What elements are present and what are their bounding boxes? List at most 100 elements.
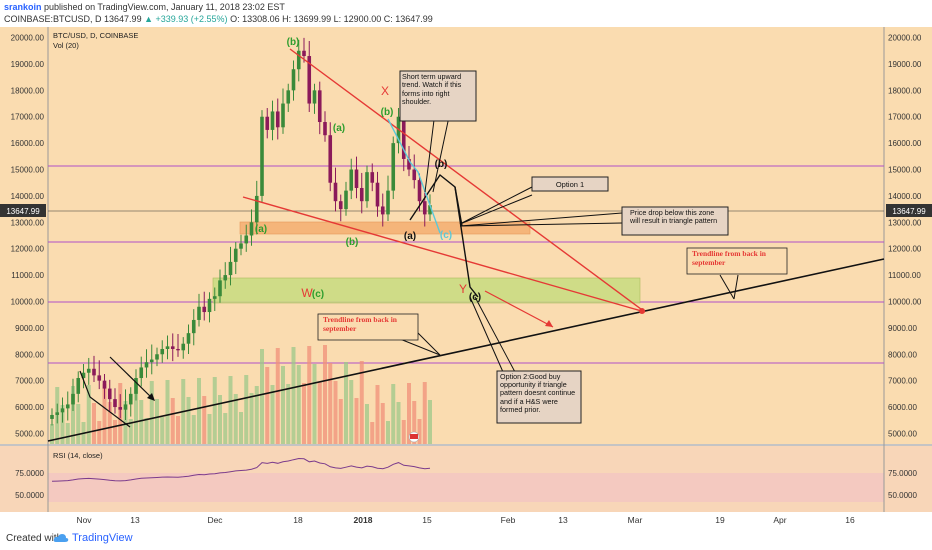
candle-body[interactable] [223,275,228,281]
candle-body[interactable] [239,243,243,249]
candle-body[interactable] [181,343,186,351]
candle-body[interactable] [92,368,96,376]
candle-body[interactable] [128,393,133,405]
volume-bar [412,401,417,444]
candle-body[interactable] [286,90,291,104]
callout-short-term-text: Short term upward trend. Watch if this f… [402,73,462,107]
candle-body[interactable] [354,169,359,188]
trendline-lower[interactable] [242,196,646,313]
candle-body[interactable] [118,407,123,410]
candle-body[interactable] [233,248,238,262]
price-tick-right: 12000.00 [888,245,922,254]
candlesticks[interactable] [50,37,432,426]
flag-icon[interactable] [408,431,420,443]
candle-body[interactable] [249,222,254,236]
candle-body[interactable] [412,169,417,181]
tradingview-brand[interactable]: TradingView [72,532,133,544]
candle-body[interactable] [123,404,128,410]
author-name[interactable]: srankoin [4,2,42,12]
candle-body[interactable] [312,90,317,104]
candle-body[interactable] [349,169,354,191]
callout-short-term[interactable]: Short term upward trend. Watch if this f… [399,70,477,193]
candle-body[interactable] [218,280,222,297]
candle-body[interactable] [134,378,138,394]
candle-body[interactable] [50,414,54,419]
candle-body[interactable] [365,172,369,202]
candle-body[interactable] [323,122,327,136]
candle-body[interactable] [375,182,380,207]
price-tick-right: 19000.00 [888,60,922,69]
candle-body[interactable] [333,182,338,202]
candle-body[interactable] [102,380,107,389]
callout-option2[interactable]: Option 2:Good buy opportunity if triangl… [469,296,582,424]
candle-body[interactable] [144,362,149,368]
candle-body[interactable] [113,399,117,408]
volume-bar [417,419,422,444]
candle-body[interactable] [254,195,259,223]
candle-body[interactable] [207,298,212,313]
candle-body[interactable] [407,158,411,170]
candle-body[interactable] [296,50,301,70]
candle-body[interactable] [186,333,191,344]
candle-body[interactable] [270,111,275,130]
candle-body[interactable] [302,50,306,57]
candle-body[interactable] [328,135,333,183]
candle-body[interactable] [338,201,343,210]
candle-body[interactable] [260,116,264,196]
candle-body[interactable] [160,348,165,355]
candle-body[interactable] [317,90,322,123]
candle-body[interactable] [55,412,60,415]
candle-body[interactable] [275,111,280,128]
candle-body[interactable] [107,388,112,400]
wave-label-a2: (a) [333,123,345,134]
callout-trendline-right[interactable]: Trendline from back in september [686,247,788,300]
candle-body[interactable] [307,56,312,104]
trendline-descending[interactable] [289,48,646,313]
candle-body[interactable] [370,172,375,183]
candle-body[interactable] [81,372,86,379]
volume-bar [349,380,354,444]
candle-body[interactable] [197,306,201,320]
candle-body[interactable] [228,261,233,276]
candle-body[interactable] [165,346,170,349]
candle-body[interactable] [170,346,175,349]
candle-body[interactable] [244,235,249,244]
candle-body[interactable] [380,206,385,215]
candle-body[interactable] [281,103,285,128]
callout-option1[interactable]: Option 1 [459,176,609,225]
candle-body[interactable] [386,190,390,215]
candle-body[interactable] [65,404,70,409]
candle-body[interactable] [191,319,196,334]
candle-body[interactable] [86,368,91,373]
candle-body[interactable] [417,180,422,202]
candle-body[interactable] [422,201,427,215]
candle-body[interactable] [212,296,217,299]
candle-body[interactable] [97,375,102,381]
callout-trendline-left[interactable]: Trendline from back in september [317,313,441,356]
chart-frame[interactable]: (b) (a) (b) (a) (b) X (a) (b) (c) W (c) … [0,27,932,527]
left-price-axis: 20000.00 19000.00 18000.00 17000.00 16000.00… [11,34,45,439]
candle-body[interactable] [76,378,81,394]
candle-body[interactable] [391,143,396,191]
candle-body[interactable] [176,348,180,351]
candle-body[interactable] [401,116,406,159]
candle-body[interactable] [359,187,364,202]
candle-body[interactable] [139,367,144,379]
callout-price-drop[interactable]: Price drop below this zone will result i… [459,206,729,236]
candle-body[interactable] [291,69,296,91]
time-tick: Feb [501,515,516,525]
candle-body[interactable] [155,354,159,360]
chart-svg[interactable]: (b) (a) (b) (a) (b) X (a) (b) (c) W (c) … [0,27,932,527]
candle-body[interactable] [428,205,432,215]
volume-bar [391,384,396,444]
candle-body[interactable] [265,116,270,130]
rsi-axis: 75.0000 50.0000 75.0000 50.0000 [15,469,917,500]
candle-body[interactable] [149,359,154,363]
candle-body[interactable] [344,190,348,210]
candle-body[interactable] [71,393,75,405]
candle-body[interactable] [60,408,65,413]
candle-body[interactable] [202,306,207,313]
volume-bar [139,400,144,444]
svg-text:13647.99: 13647.99 [6,207,40,216]
trendline-long[interactable] [47,258,885,442]
